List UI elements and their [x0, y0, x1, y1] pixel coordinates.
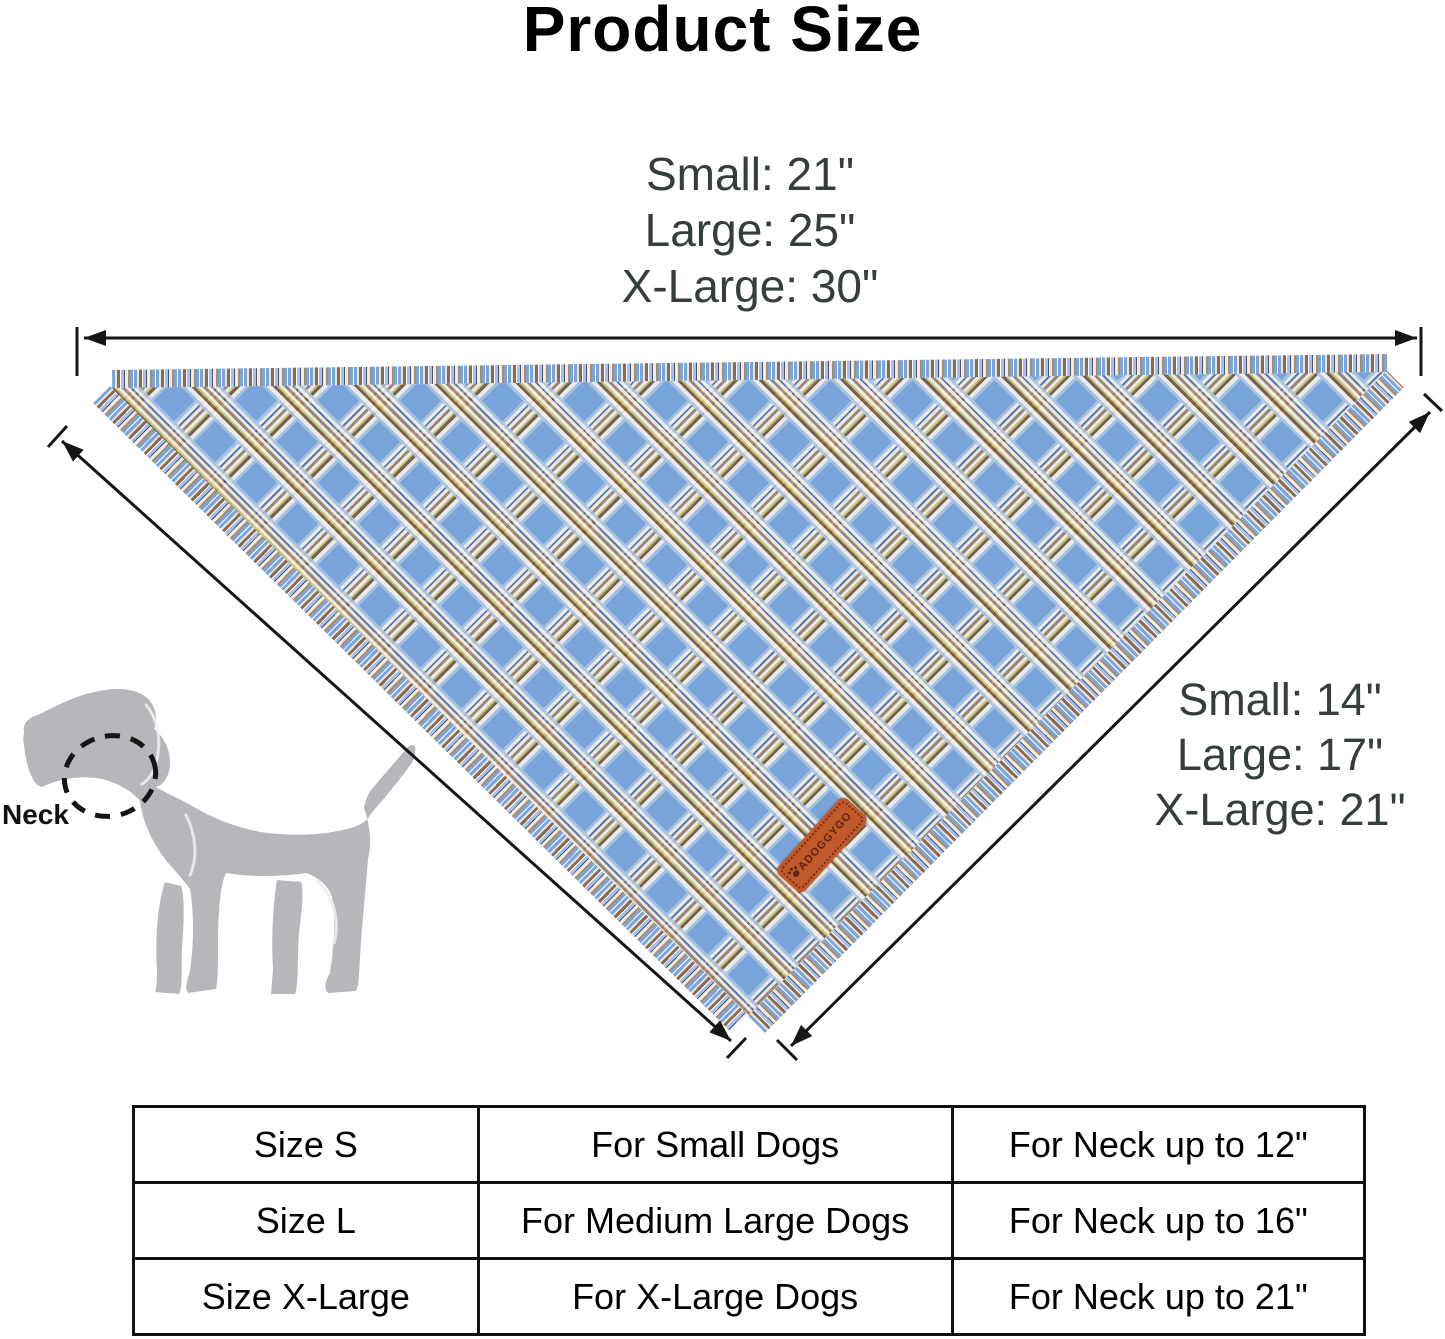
neck-label: Neck	[2, 799, 69, 830]
cell-neck-fit: For Neck up to 12"	[950, 1105, 1367, 1184]
cell-size: Size L	[132, 1181, 480, 1260]
dog-far-hind-leg	[268, 877, 305, 996]
measurement-line: Small: 14"	[1178, 674, 1382, 725]
measurement-line: X-Large: 30"	[621, 260, 879, 312]
side-edge-measurements: Small: 14" Large: 17" X-Large: 21"	[1090, 672, 1445, 837]
cell-size: Size X-Large	[132, 1257, 480, 1336]
dimension-end-tick	[1422, 392, 1444, 413]
cell-neck-fit: For Neck up to 21"	[950, 1257, 1367, 1336]
top-edge-measurements: Small: 21" Large: 25" X-Large: 30"	[440, 146, 1060, 314]
measurement-line: X-Large: 21"	[1154, 784, 1406, 835]
dimension-end-tick	[725, 1036, 748, 1060]
measurement-line: Large: 25"	[644, 204, 856, 256]
dog-body	[23, 689, 416, 993]
cell-dog-type: For X-Large Dogs	[476, 1257, 954, 1336]
dimension-end-tick	[46, 424, 69, 449]
measurement-line: Small: 21"	[645, 148, 855, 200]
size-table: Size S For Small Dogs For Neck up to 12"…	[132, 1105, 1367, 1336]
cell-dog-type: For Small Dogs	[476, 1105, 954, 1184]
cell-size: Size S	[132, 1105, 480, 1184]
dog-far-front-leg	[152, 879, 186, 997]
measurement-line: Large: 17"	[1176, 729, 1384, 780]
table-row: Size L For Medium Large Dogs For Neck up…	[132, 1181, 1367, 1260]
dog-silhouette	[23, 689, 416, 997]
dimension-end-tick	[775, 1038, 799, 1062]
page-title: Product Size	[522, 0, 923, 65]
cell-dog-type: For Medium Large Dogs	[476, 1181, 954, 1260]
table-row: Size S For Small Dogs For Neck up to 12"	[132, 1105, 1367, 1184]
cell-neck-fit: For Neck up to 16"	[950, 1181, 1367, 1260]
table-row: Size X-Large For X-Large Dogs For Neck u…	[132, 1257, 1367, 1336]
